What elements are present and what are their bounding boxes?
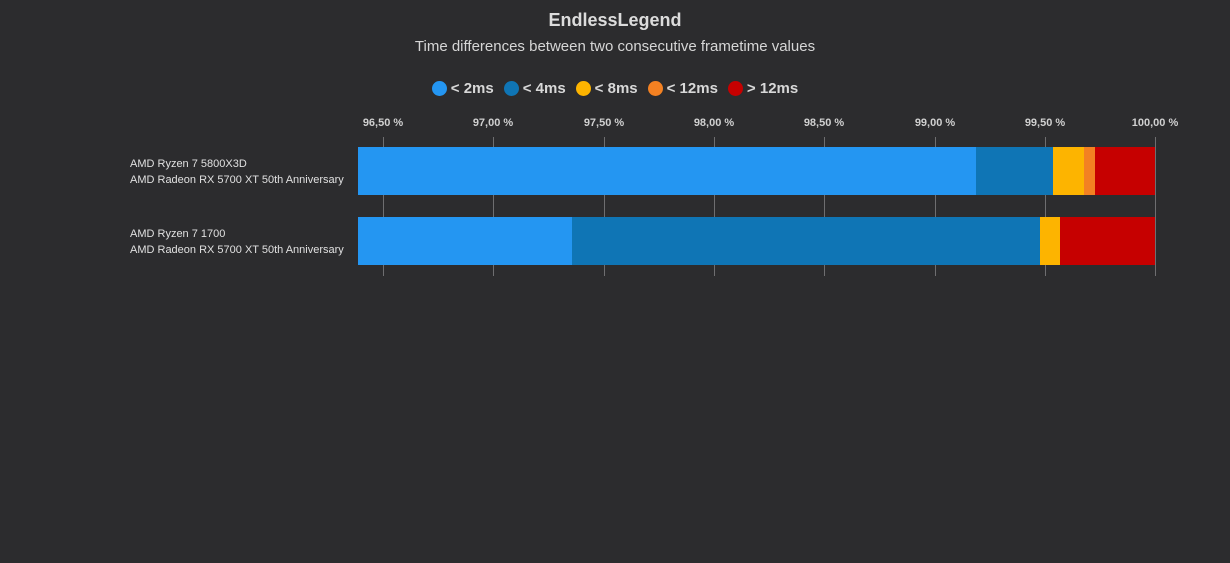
category-label: AMD Ryzen 7 5800X3D AMD Radeon RX 5700 X…	[130, 156, 344, 188]
chart-title: EndlessLegend	[548, 10, 682, 30]
bar-segment[interactable]	[358, 217, 573, 265]
chart-legend: < 2ms < 4ms < 8ms < 12ms > 12ms	[0, 80, 1230, 97]
x-tick-label: 99,50 %	[1024, 117, 1066, 129]
legend-item-lt12ms[interactable]: < 12ms	[647, 80, 718, 97]
legend-dot-icon	[431, 81, 447, 96]
legend-label: > 12ms	[746, 80, 799, 97]
legend-item-lt2ms[interactable]: < 2ms	[431, 80, 494, 97]
cpu-label: AMD Ryzen 7 5800X3D	[130, 158, 247, 170]
legend-dot-icon	[503, 81, 519, 96]
gpu-label: AMD Radeon RX 5700 XT 50th Anniversary	[130, 174, 344, 186]
legend-dot-icon	[647, 81, 663, 96]
legend-label: < 12ms	[666, 80, 718, 97]
gridline	[714, 137, 715, 276]
bar-segment[interactable]	[1053, 147, 1085, 195]
chart-subtitle: Time differences between two consecutive…	[414, 38, 816, 55]
legend-label: < 8ms	[594, 80, 638, 97]
legend-label: < 4ms	[522, 80, 566, 97]
gridline	[1045, 137, 1046, 276]
gridline	[935, 137, 936, 276]
bar-segment[interactable]	[976, 147, 1054, 195]
legend-item-gt12ms[interactable]: > 12ms	[727, 80, 799, 97]
gridline	[604, 137, 605, 276]
x-tick-label: 98,00 %	[693, 117, 735, 129]
bar-segment[interactable]	[1060, 217, 1155, 265]
gridline	[824, 137, 825, 276]
cpu-label: AMD Ryzen 7 1700	[130, 228, 226, 240]
bar-segment[interactable]	[1040, 217, 1061, 265]
bar-segment[interactable]	[1084, 147, 1096, 195]
bar-segment[interactable]	[358, 147, 977, 195]
x-tick-label: 97,50 %	[583, 117, 625, 129]
bar-segment[interactable]	[1095, 147, 1155, 195]
x-tick-label: 99,00 %	[914, 117, 956, 129]
x-tick-label: 97,00 %	[472, 117, 514, 129]
bar-row[interactable]	[358, 147, 1155, 195]
x-tick-label: 96,50 %	[362, 117, 404, 129]
gpu-label: AMD Radeon RX 5700 XT 50th Anniversary	[130, 244, 344, 256]
bar-segment[interactable]	[572, 217, 1041, 265]
legend-dot-icon	[727, 81, 743, 96]
legend-label: < 2ms	[450, 80, 494, 97]
x-tick-label: 100,00 %	[1131, 117, 1179, 129]
gridline	[493, 137, 494, 276]
bar-row[interactable]	[358, 217, 1155, 265]
legend-item-lt4ms[interactable]: < 4ms	[503, 80, 566, 97]
gridline	[383, 137, 384, 276]
legend-dot-icon	[575, 81, 591, 96]
legend-item-lt8ms[interactable]: < 8ms	[575, 80, 638, 97]
x-tick-label: 98,50 %	[803, 117, 845, 129]
gridline	[1155, 137, 1156, 276]
category-label: AMD Ryzen 7 1700 AMD Radeon RX 5700 XT 5…	[130, 226, 344, 258]
